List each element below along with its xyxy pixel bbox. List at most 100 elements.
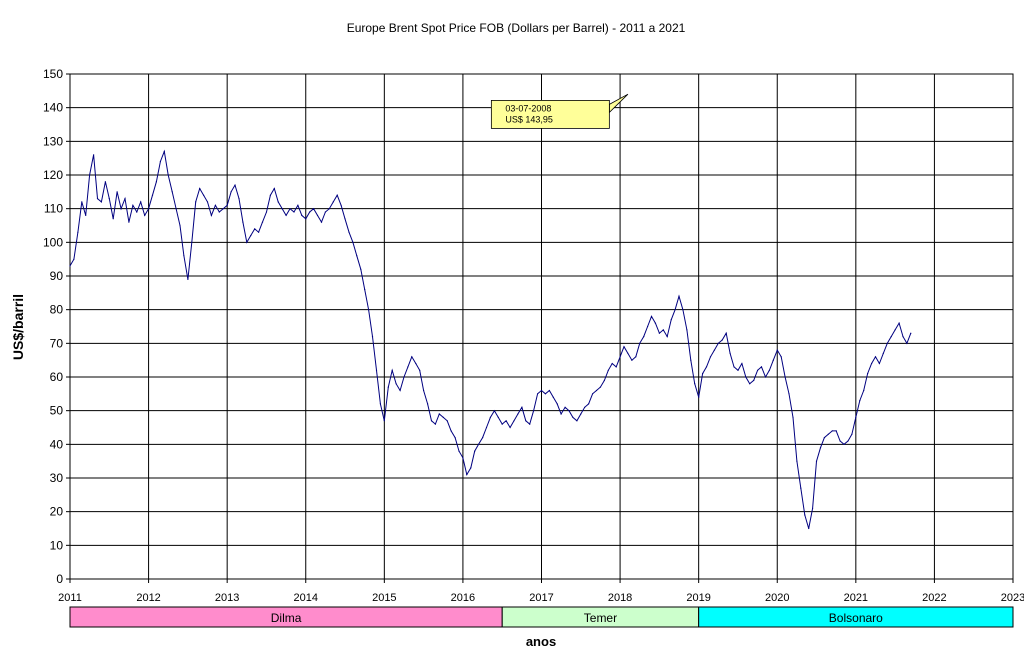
data-point <box>446 420 448 422</box>
data-point <box>415 362 417 365</box>
data-point <box>297 204 299 206</box>
data-point <box>85 214 87 216</box>
data-point <box>592 393 594 395</box>
x-tick-label: 2023 <box>1001 592 1024 604</box>
data-point <box>371 336 374 338</box>
data-point <box>776 349 778 351</box>
data-point <box>273 187 275 190</box>
data-point <box>136 211 138 213</box>
data-point <box>427 403 429 405</box>
x-tick-label: 2012 <box>136 592 160 604</box>
data-point <box>238 198 240 200</box>
data-point <box>599 386 602 388</box>
data-point <box>831 430 833 432</box>
grid-lines <box>69 73 1014 580</box>
data-point <box>882 352 884 354</box>
data-point <box>324 211 326 213</box>
data-point <box>552 396 554 398</box>
data-point <box>698 396 700 398</box>
data-point <box>313 208 315 210</box>
x-tick-label: 2020 <box>765 592 789 604</box>
data-point <box>289 208 291 210</box>
data-point <box>819 447 822 449</box>
data-point <box>96 198 99 200</box>
data-point <box>438 413 440 415</box>
data-point <box>497 416 499 418</box>
data-point <box>230 191 232 193</box>
y-tick-label: 30 <box>50 471 64 485</box>
x-tick-label: 2018 <box>608 592 632 604</box>
data-point <box>442 416 444 418</box>
data-point <box>163 150 165 152</box>
data-point <box>309 211 311 213</box>
data-point <box>709 356 712 358</box>
data-point <box>871 362 873 365</box>
data-point <box>179 224 181 227</box>
data-point <box>81 201 83 203</box>
data-point <box>316 214 319 216</box>
data-point <box>643 336 645 338</box>
data-point <box>258 231 260 233</box>
data-point <box>482 437 484 439</box>
data-point <box>399 389 401 392</box>
data-point <box>360 268 362 270</box>
data-point <box>348 231 350 233</box>
data-point <box>419 369 421 371</box>
data-point <box>874 356 877 358</box>
data-point <box>332 201 334 203</box>
data-point <box>753 379 755 381</box>
y-tick-label: 10 <box>50 538 64 552</box>
data-point <box>132 204 134 206</box>
data-point <box>328 208 330 210</box>
y-tick-label: 150 <box>43 67 63 81</box>
period-label: Dilma <box>271 611 302 625</box>
y-tick-label: 20 <box>50 505 64 519</box>
data-point <box>116 191 118 193</box>
data-point <box>301 214 303 216</box>
data-point <box>768 369 771 371</box>
data-point <box>175 208 177 210</box>
y-tick-label: 100 <box>43 235 63 249</box>
data-point <box>623 346 625 348</box>
price-series <box>69 149 912 530</box>
data-point <box>686 329 688 331</box>
data-point <box>631 359 633 361</box>
data-point <box>682 309 684 311</box>
data-point <box>713 349 716 351</box>
data-point <box>800 487 802 489</box>
data-point <box>867 373 869 375</box>
data-point <box>863 389 865 392</box>
data-point <box>564 406 566 408</box>
data-point <box>906 342 908 344</box>
data-point <box>878 362 881 365</box>
data-point <box>336 194 338 196</box>
data-point <box>191 241 193 243</box>
data-point <box>760 366 763 368</box>
annotation-text: US$ 143,95 <box>505 114 553 124</box>
annotation-box <box>490 100 610 129</box>
data-point <box>93 154 95 156</box>
data-point <box>808 527 810 530</box>
data-point <box>572 416 574 418</box>
data-point <box>395 383 397 385</box>
data-point <box>898 322 900 324</box>
y-tick-label: 110 <box>44 202 63 216</box>
data-point <box>340 204 342 206</box>
data-point <box>823 437 826 439</box>
data-point <box>902 336 904 338</box>
data-point <box>478 443 480 445</box>
data-point <box>155 181 157 183</box>
data-point <box>187 278 189 280</box>
data-point <box>100 201 102 203</box>
data-point <box>407 366 409 368</box>
x-axis-ticks: 2011 2012 2013 2014 2015 2016 2017 2018 2019 2020… <box>58 579 1024 604</box>
data-point <box>120 208 122 210</box>
data-point <box>458 450 460 452</box>
data-point <box>505 420 507 422</box>
data-point <box>210 214 212 216</box>
data-point <box>254 228 256 230</box>
data-point <box>741 362 743 365</box>
data-point <box>474 450 476 452</box>
data-point <box>368 309 370 311</box>
y-tick-label: 90 <box>50 269 64 283</box>
